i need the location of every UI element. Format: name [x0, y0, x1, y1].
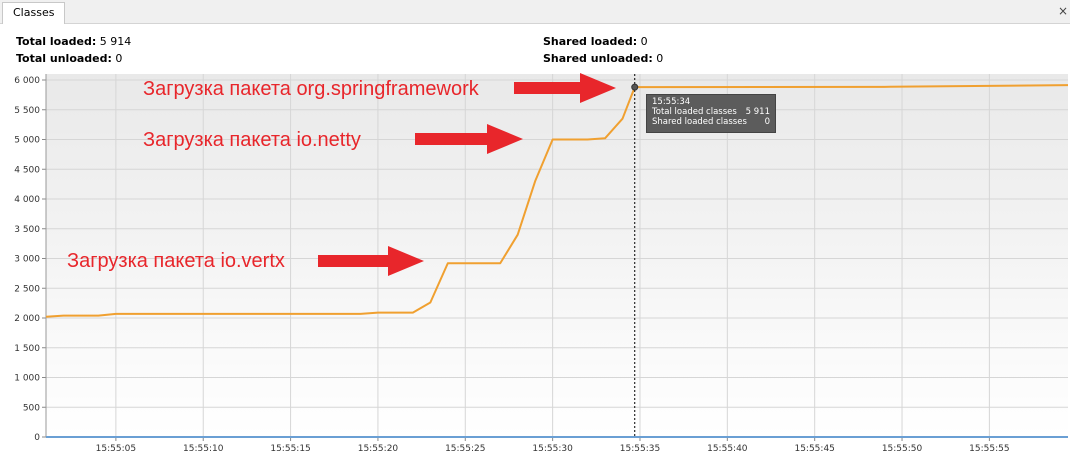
- total-loaded-label: Total loaded:: [16, 35, 97, 48]
- x-axis: 15:55:05 15:55:10 15:55:15 15:55:20 15:55:25…: [96, 437, 1010, 454]
- tooltip-total-value: 5 911: [745, 107, 770, 117]
- y-tick-label: 1 500: [14, 344, 40, 354]
- shared-unloaded-value: 0: [656, 52, 664, 65]
- tooltip-shared-label: Shared loaded classes: [652, 117, 747, 127]
- tooltip-total-label: Total loaded classes: [652, 107, 737, 117]
- x-tick-label: 15:55:35: [620, 444, 660, 454]
- x-tick-label: 15:55:25: [445, 444, 485, 454]
- shared-loaded-value: 0: [640, 35, 648, 48]
- y-tick-label: 4 500: [14, 165, 40, 175]
- y-tick-label: 5 500: [14, 106, 40, 116]
- arrow-spring: [514, 73, 616, 103]
- tab-classes[interactable]: Classes: [2, 2, 66, 24]
- shared-unloaded-stat: Shared unloaded: 0: [543, 52, 663, 66]
- total-unloaded-stat: Total unloaded: 0: [16, 52, 122, 66]
- total-unloaded-value: 0: [115, 52, 123, 65]
- annotation-netty: Загрузка пакета io.netty: [143, 129, 361, 151]
- x-tick-label: 15:55:15: [270, 444, 310, 454]
- arrow-vertx: [318, 246, 424, 276]
- x-tick-label: 15:55:10: [183, 444, 224, 454]
- y-tick-label: 3 000: [14, 255, 40, 265]
- y-tick-label: 1 000: [14, 374, 40, 384]
- annotation-spring: Загрузка пакета org.springframework: [143, 78, 479, 100]
- time-marker: [631, 74, 639, 437]
- y-tick-label: 4 000: [14, 195, 40, 205]
- series-layer: [45, 84, 1069, 438]
- tooltip-shared-row: Shared loaded classes 0: [652, 117, 770, 127]
- total-loaded-stat: Total loaded: 5 914: [16, 35, 131, 49]
- x-tick-label: 15:55:45: [794, 444, 834, 454]
- grid-lines: [46, 74, 1068, 437]
- shared-loaded-label: Shared loaded:: [543, 35, 638, 48]
- y-tick-label: 0: [34, 433, 40, 443]
- plot-area: [46, 74, 1068, 437]
- x-tick-label: 15:55:30: [532, 444, 573, 454]
- x-tick-label: 15:55:50: [882, 444, 923, 454]
- x-tick-label: 15:55:55: [969, 444, 1009, 454]
- shared-loaded-stat: Shared loaded: 0: [543, 35, 648, 49]
- panel-title-bar: Classes ×: [0, 0, 1070, 24]
- y-tick-label: 3 500: [14, 225, 40, 235]
- tooltip-shared-value: 0: [764, 117, 770, 127]
- annotation-arrows: [318, 73, 616, 276]
- tooltip-total-row: Total loaded classes 5 911: [652, 107, 770, 117]
- y-tick-label: 5 000: [14, 136, 40, 146]
- x-tick-label: 15:55:40: [707, 444, 748, 454]
- tooltip-time: 15:55:34: [652, 97, 691, 107]
- y-tick-label: 500: [23, 403, 40, 413]
- y-axis: 0 500 1 000 1 500 2 000 2 500 3 000 3 500 4 000 4…: [14, 74, 47, 443]
- tooltip: 15:55:34 Total loaded classes 5 911 Shar…: [646, 94, 776, 133]
- shared-unloaded-label: Shared unloaded:: [543, 52, 653, 65]
- y-tick-label: 2 500: [14, 284, 40, 294]
- total-loaded-value: 5 914: [99, 35, 132, 48]
- marker-point: [631, 83, 639, 91]
- y-tick-label: 6 000: [14, 76, 40, 86]
- x-tick-label: 15:55:05: [96, 444, 136, 454]
- y-tick-label: 2 000: [14, 314, 40, 324]
- annotation-vertx: Загрузка пакета io.vertx: [67, 250, 285, 272]
- x-tick-label: 15:55:20: [358, 444, 399, 454]
- total-unloaded-label: Total unloaded:: [16, 52, 112, 65]
- series-line-total-loaded: [45, 84, 1069, 318]
- arrow-netty: [415, 124, 523, 154]
- close-icon[interactable]: ×: [1057, 4, 1068, 18]
